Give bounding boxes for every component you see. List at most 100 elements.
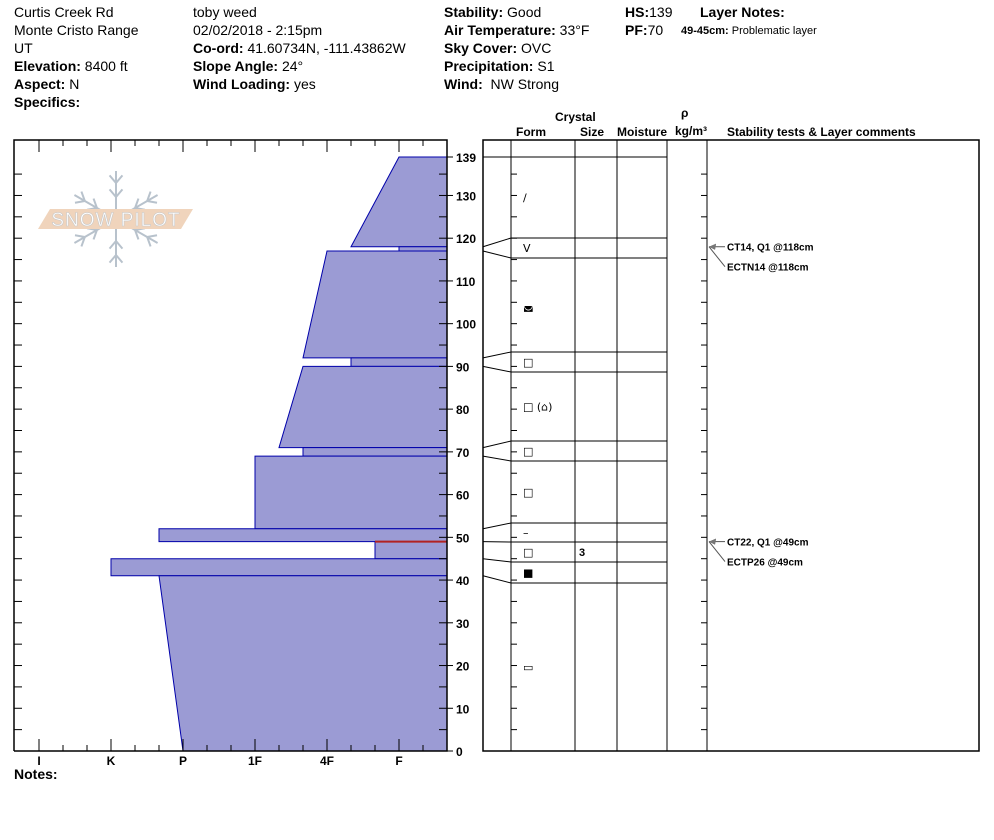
snowflake-branch <box>80 236 86 247</box>
hardness-layer <box>350 357 448 367</box>
hardness-layer <box>302 250 448 359</box>
observer: toby weed <box>193 4 257 20</box>
x-tick-label: F <box>395 754 402 768</box>
hardness-layer <box>110 558 448 577</box>
hardness-layer <box>302 447 448 457</box>
grain-form-icon: ◛ <box>523 299 534 312</box>
y-tick-label: 30 <box>456 617 470 631</box>
snowflake-branch <box>134 229 140 240</box>
snowflake-branch <box>115 240 124 250</box>
snowflake-branch <box>147 200 158 204</box>
snowflake-branch <box>108 174 117 184</box>
y-tick-label: 110 <box>456 275 476 289</box>
arrow-line <box>708 541 726 562</box>
layer-boundary <box>482 237 667 248</box>
layer-boundary <box>482 250 667 259</box>
y-tick-label: 70 <box>456 446 470 460</box>
stability: Stability: Good <box>444 4 542 20</box>
snowflake-branch <box>108 254 117 264</box>
y-tick-label: 130 <box>456 189 476 203</box>
snowflake-branch <box>74 200 85 204</box>
grain-form-icon: □ <box>523 486 533 499</box>
snowflake-branch <box>146 236 152 247</box>
col-size: Size <box>580 125 605 139</box>
hardness-layer <box>374 541 448 560</box>
y-tick-label: 90 <box>456 360 470 374</box>
logo-text: SNOW PILOT <box>51 210 180 231</box>
col-rho: ρ <box>681 106 689 120</box>
stability-test-label: CT14, Q1 @118cm <box>727 243 814 254</box>
hardness-layer <box>350 156 448 248</box>
layer-boundary <box>482 440 667 449</box>
snowflake-branch <box>147 234 158 238</box>
col-density-unit: kg/m³ <box>675 124 708 138</box>
hardness-layer <box>254 455 448 530</box>
snowflake-branch <box>115 174 124 184</box>
snowflake-branch <box>146 191 152 202</box>
snowflake-branch <box>115 254 124 264</box>
stability-test-label: ECTN14 @118cm <box>727 263 809 274</box>
range: Monte Cristo Range <box>14 22 139 38</box>
state: UT <box>14 40 33 56</box>
y-tick-label: 120 <box>456 232 476 246</box>
grain-form-icon: ■ <box>523 567 533 580</box>
grain-form-icon: / <box>523 192 527 205</box>
layer-boundary <box>482 558 667 563</box>
x-tick-label: 1F <box>248 754 262 768</box>
layer-boundary <box>482 455 667 462</box>
sky-cover: Sky Cover: OVC <box>444 40 552 56</box>
stability-test-label: CT22, Q1 @49cm <box>727 538 809 549</box>
snowflake-branch <box>92 229 98 240</box>
snowflake-branch <box>108 188 117 198</box>
grain-form-icon: V <box>523 242 531 255</box>
logo-banner <box>38 209 193 229</box>
specifics: Specifics: <box>14 94 81 110</box>
stability-test-label: ECTP26 @49cm <box>727 558 803 569</box>
x-tick-label: I <box>37 754 40 768</box>
elevation: Elevation: 8400 ft <box>14 58 128 74</box>
snowflake-branch <box>80 191 86 202</box>
wind: Wind: NW Strong <box>444 76 559 92</box>
notes-label: Notes: <box>14 766 58 782</box>
hardness-layer <box>158 528 448 543</box>
y-tick-label: 139 <box>456 151 476 165</box>
arrow-head-icon <box>709 538 716 545</box>
col-form: Form <box>516 125 546 139</box>
layer-note: 49-45cm: Problematic layer <box>681 25 817 37</box>
grain-form-icon: □ <box>523 445 533 458</box>
y-tick-label: 100 <box>456 318 476 332</box>
grain-form-icon: ▭ <box>523 661 533 674</box>
hardness-layer <box>278 365 448 449</box>
y-tick-label: 0 <box>456 745 463 759</box>
grain-form-icon: □ <box>523 356 533 369</box>
y-tick-label: 80 <box>456 403 470 417</box>
layer-table-frame <box>482 139 980 752</box>
air-temperature: Air Temperature: 33°F <box>444 22 590 38</box>
hardness-layer <box>398 246 448 252</box>
grain-form-icon: □ <box>523 546 533 559</box>
snowflake-branch <box>134 198 140 209</box>
col-comments: Stability tests & Layer comments <box>727 125 916 139</box>
grain-size: 3 <box>579 547 585 559</box>
location: Curtis Creek Rd <box>14 4 114 20</box>
snowflake-branch <box>74 234 85 238</box>
grain-form-icon: – <box>523 527 529 540</box>
pf: PF:70 <box>625 22 664 38</box>
wind-loading: Wind Loading: yes <box>193 76 316 92</box>
snow-pilot-logo: SNOW PILOT <box>38 171 193 267</box>
arrow-line <box>708 246 726 268</box>
y-tick-label: 10 <box>456 702 470 716</box>
precipitation: Precipitation: S1 <box>444 58 555 74</box>
x-tick-label: K <box>107 754 116 768</box>
x-tick-label: P <box>179 754 187 768</box>
hardness-layer <box>158 575 448 752</box>
datetime: 02/02/2018 - 2:15pm <box>193 22 323 38</box>
slope-angle: Slope Angle: 24° <box>193 58 304 74</box>
snowflake-branch <box>108 240 117 250</box>
aspect: Aspect: N <box>14 76 80 92</box>
layer-boundary <box>482 522 667 530</box>
snowflake-branch <box>115 188 124 198</box>
y-tick-label: 40 <box>456 574 470 588</box>
